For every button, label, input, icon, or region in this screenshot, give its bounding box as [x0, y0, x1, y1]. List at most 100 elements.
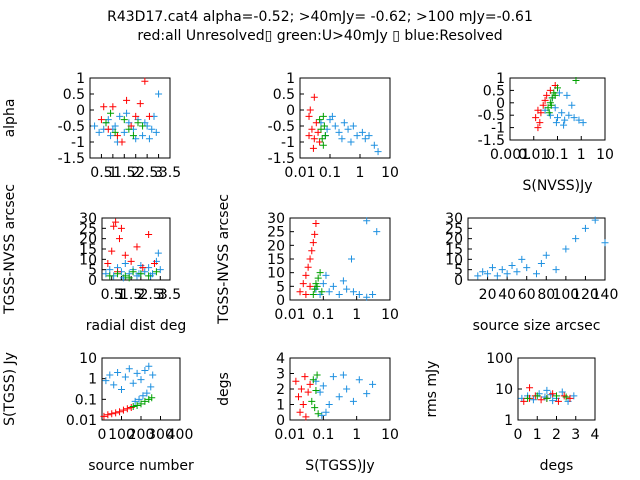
x-tick-label: 10: [381, 307, 399, 323]
y-tick-label: 20: [267, 238, 285, 254]
data-point: [479, 268, 487, 276]
series-red: [104, 218, 158, 276]
data-point: [523, 264, 531, 272]
data-point: [553, 392, 560, 400]
data-point: [107, 109, 115, 117]
data-point: [539, 101, 547, 109]
data-point: [302, 413, 310, 421]
data-point: [335, 291, 343, 299]
x-tick-label: 0.01: [284, 165, 315, 181]
x-tick-label: 3.5: [159, 165, 181, 181]
data-point: [306, 255, 314, 263]
data-point: [498, 266, 506, 274]
data-point: [318, 135, 326, 143]
data-point: [313, 371, 321, 379]
data-point: [314, 274, 322, 282]
data-point: [563, 91, 571, 99]
data-point: [102, 119, 110, 127]
data-point: [363, 217, 371, 225]
data-point: [136, 100, 144, 108]
y-tick-label: 0.5: [483, 83, 505, 99]
data-point: [119, 406, 127, 414]
y-tick-label: 3: [276, 367, 285, 383]
data-point: [108, 247, 116, 255]
data-point: [108, 410, 116, 418]
data-point: [562, 245, 570, 253]
plot-frame: [101, 357, 181, 421]
data-point: [322, 408, 330, 416]
y-tick-label: -1.5: [268, 151, 295, 167]
data-point: [543, 386, 551, 394]
data-point: [308, 247, 316, 255]
y-tick-label: 1: [504, 413, 513, 429]
y-tick-label: 10: [495, 382, 513, 398]
data-point: [125, 274, 133, 282]
data-point: [348, 255, 356, 263]
data-point: [318, 411, 326, 419]
data-point: [549, 397, 557, 405]
data-point: [526, 384, 534, 392]
y-tick-label: 1: [276, 398, 285, 414]
data-point: [106, 266, 114, 274]
data-point: [123, 405, 131, 413]
y-tick-label: -1: [281, 135, 295, 151]
data-point: [369, 291, 377, 299]
data-point: [363, 390, 371, 398]
data-point: [145, 231, 153, 239]
y-tick-label: 5: [88, 263, 97, 279]
data-point: [355, 376, 363, 384]
data-point: [133, 243, 141, 251]
y-tick-label: 10: [79, 351, 97, 367]
data-point: [552, 266, 560, 274]
series-blue: [312, 217, 381, 301]
x-axis-label: degs: [540, 458, 574, 474]
data-point: [121, 272, 129, 280]
plot-frame: [289, 217, 391, 301]
y-tick-label: 10: [79, 252, 97, 268]
data-point: [343, 385, 351, 393]
y-tick-label: 0.5: [63, 87, 85, 103]
data-point: [537, 109, 545, 117]
x-tick-label: 10: [381, 427, 399, 443]
x-tick-label: 0: [98, 427, 107, 443]
data-point: [134, 119, 142, 127]
data-point: [340, 119, 348, 127]
data-point: [305, 112, 313, 120]
data-point: [338, 135, 346, 143]
y-tick-label: 1: [286, 71, 295, 87]
data-point: [150, 259, 158, 267]
data-point: [111, 128, 119, 136]
x-tick-label: 2.5: [139, 287, 161, 303]
data-point: [520, 397, 528, 405]
data-point: [104, 125, 112, 133]
data-point: [349, 288, 357, 296]
data-point: [304, 263, 312, 271]
data-point: [295, 393, 303, 401]
data-point: [149, 371, 157, 379]
x-tick-label: 0.1: [312, 307, 334, 323]
x-tick-label: 4: [591, 427, 600, 443]
data-point: [549, 390, 557, 398]
data-point: [299, 280, 307, 288]
y-tick-label: 10: [267, 266, 285, 282]
data-point: [152, 268, 160, 276]
data-point: [551, 91, 559, 99]
data-point: [552, 119, 560, 127]
data-point: [317, 125, 325, 133]
y-tick-label: 25: [445, 221, 463, 237]
series-red: [97, 77, 153, 146]
data-point: [335, 393, 343, 401]
y-tick-label: 5: [276, 279, 285, 295]
series-green: [106, 268, 160, 282]
data-point: [363, 293, 371, 301]
x-tick-label: 1: [356, 165, 365, 181]
data-point: [524, 394, 532, 402]
series-green: [316, 112, 329, 149]
data-point: [314, 128, 322, 136]
y-axis-label: degs: [216, 372, 232, 406]
data-point: [100, 103, 108, 111]
data-point: [570, 392, 578, 400]
x-axis-label: S(NVSS)Jy: [522, 178, 592, 194]
